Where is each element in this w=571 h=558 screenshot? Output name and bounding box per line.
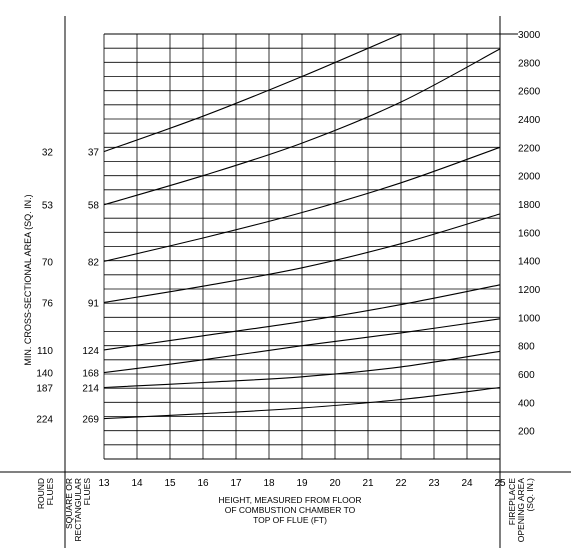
right-tick-label: 1200 [518, 285, 541, 296]
square-flues-label: SQUARE OR [64, 478, 74, 529]
fireplace-opening-label: FIREPLACE [507, 478, 517, 526]
right-tick-label: 600 [518, 370, 535, 381]
square-flue-size-label: 269 [82, 415, 99, 426]
round-flue-size-label: 140 [36, 369, 53, 380]
x-tick-label: 18 [263, 478, 275, 489]
round-flue-size-label: 110 [37, 346, 53, 357]
round-flue-size-label: 187 [36, 383, 53, 394]
x-tick-label: 20 [329, 478, 341, 489]
round-flues-label: FLUES [45, 478, 55, 506]
round-flue-size-label: 224 [36, 415, 53, 426]
x-tick-label: 14 [131, 478, 143, 489]
chart-frame [0, 16, 571, 548]
x-tick-label: 23 [428, 478, 440, 489]
right-tick-label: 1000 [518, 313, 541, 324]
square-flue-size-label: 168 [82, 369, 99, 380]
round-flue-size-label: 53 [42, 201, 54, 212]
right-tick-label: 2400 [518, 115, 541, 126]
x-tick-label: 13 [98, 478, 110, 489]
series-line-2 [103, 350, 501, 389]
square-flue-size-label: 214 [82, 383, 99, 394]
chart-tick-labels: 13 14 15 16 17 18 19 20 21 22 23 24 25 200 400 600 800 10… [36, 30, 540, 489]
x-axis-label-line: TOP OF FLUE (FT) [253, 515, 327, 525]
square-flues-label: RECTANGULAR [73, 478, 83, 542]
y-axis-label: MIN. CROSS-SECTIONAL AREA (SQ. IN.) [23, 194, 33, 365]
square-flue-size-label: 82 [88, 257, 100, 268]
right-tick-label: 800 [518, 342, 535, 353]
x-tick-label: 15 [164, 478, 176, 489]
right-tick-label: 1600 [518, 228, 541, 239]
round-flues-label: ROUND [36, 478, 46, 509]
x-tick-label: 25 [494, 478, 506, 489]
round-flue-size-label: 32 [42, 148, 54, 159]
chart-grid [103, 34, 501, 459]
square-flue-size-label: 58 [88, 201, 100, 212]
x-tick-label: 16 [197, 478, 209, 489]
right-tick-label: 2200 [518, 143, 541, 154]
x-tick-label: 17 [230, 478, 242, 489]
series-line-7 [103, 48, 501, 206]
series-line-6 [103, 146, 501, 262]
square-flues-label: FLUES [82, 478, 92, 506]
chart-curves [103, 33, 501, 420]
round-flue-size-label: 70 [42, 257, 54, 268]
series-line-3 [103, 318, 501, 374]
square-flue-size-label: 124 [82, 346, 99, 357]
x-tick-label: 19 [296, 478, 308, 489]
x-tick-label: 21 [362, 478, 374, 489]
x-tick-label: 24 [461, 478, 473, 489]
right-tick-label: 1800 [518, 200, 541, 211]
series-line-8 [103, 33, 402, 153]
right-tick-label: 1400 [518, 257, 541, 268]
right-tick-label: 3000 [518, 30, 541, 41]
series-line-4 [103, 284, 501, 351]
x-tick-label: 22 [395, 478, 407, 489]
x-axis-label-line: OF COMBUSTION CHAMBER TO [225, 505, 356, 515]
fireplace-opening-label: (SQ. IN.) [525, 478, 535, 512]
right-tick-label: 400 [518, 398, 535, 409]
right-tick-label: 2800 [518, 58, 541, 69]
square-flue-size-label: 37 [88, 148, 100, 159]
chart-axis-labels: MIN. CROSS-SECTIONAL AREA (SQ. IN.) HEIGH… [23, 194, 535, 542]
right-tick-label: 2000 [518, 172, 541, 183]
round-flue-size-label: 76 [42, 298, 54, 309]
square-flue-size-label: 91 [88, 298, 100, 309]
fireplace-opening-label: OPENING AREA [516, 478, 526, 543]
series-line-1 [103, 386, 501, 420]
right-tick-label: 200 [518, 427, 535, 438]
series-line-5 [103, 213, 501, 304]
right-tick-label: 2600 [518, 87, 541, 98]
x-axis-label-line: HEIGHT, MEASURED FROM FLOOR [218, 495, 361, 505]
